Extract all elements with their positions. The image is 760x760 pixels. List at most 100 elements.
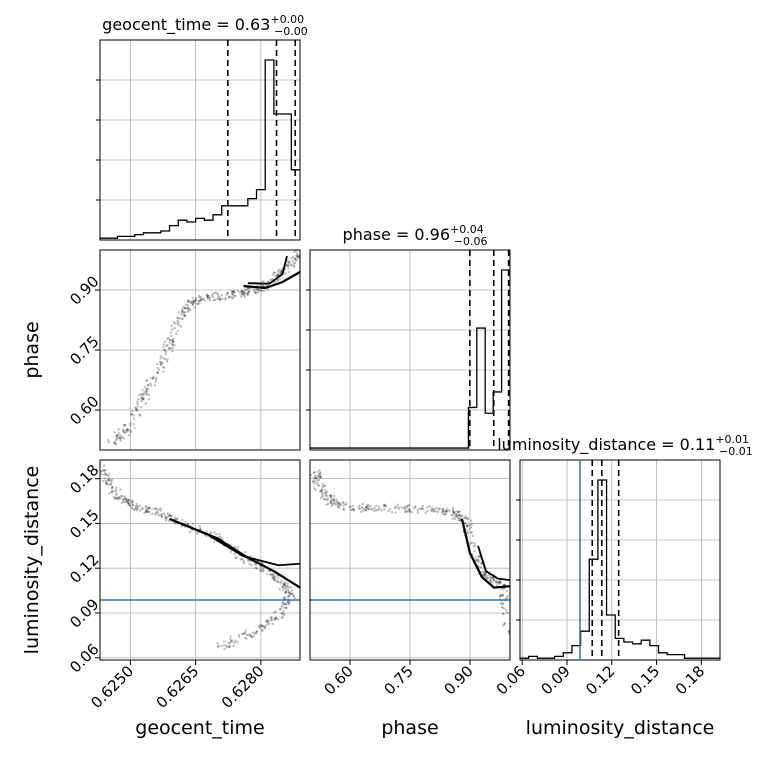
scatter-point — [182, 311, 185, 314]
scatter-point — [285, 606, 288, 609]
scatter-point — [133, 426, 136, 430]
scatter-point — [291, 259, 295, 263]
scatter-point — [396, 503, 400, 506]
scatter-point — [259, 288, 263, 291]
scatter-point — [444, 512, 448, 516]
x-tick-label: 0.09 — [537, 662, 573, 698]
scatter-point — [178, 324, 181, 327]
scatter-point — [145, 387, 148, 391]
scatter-point — [407, 507, 411, 511]
scatter-point — [183, 306, 186, 309]
scatter-point — [442, 509, 445, 512]
scatter-point — [216, 297, 219, 301]
scatter-point — [220, 294, 224, 297]
scatter-point — [173, 516, 177, 520]
scatter-point — [212, 292, 215, 295]
scatter-point — [138, 413, 141, 416]
scatter-point — [130, 413, 133, 416]
scatter-point — [259, 624, 262, 627]
scatter-point — [254, 566, 258, 569]
panel-2d-luminosity-distance-vs-phase — [310, 460, 514, 660]
y-axis-label: luminosity_distance — [21, 466, 43, 655]
scatter-point — [166, 343, 169, 347]
scatter-point — [335, 498, 338, 501]
scatter-point — [177, 311, 181, 314]
scatter-point — [164, 515, 168, 519]
scatter-point — [129, 422, 132, 425]
scatter-point — [394, 511, 397, 514]
scatter-point — [218, 535, 221, 539]
scatter-point — [167, 519, 171, 523]
scatter-point — [150, 512, 154, 516]
scatter-point — [503, 607, 506, 610]
scatter-point — [125, 501, 128, 504]
scatter-point — [380, 508, 383, 512]
scatter-point — [483, 573, 486, 576]
scatter-point — [491, 577, 495, 580]
y-axis-label: phase — [21, 321, 43, 378]
scatter-point — [236, 640, 239, 644]
scatter-point — [286, 588, 290, 592]
scatter-point — [406, 504, 410, 507]
scatter-point — [374, 509, 378, 512]
scatter-point — [295, 259, 298, 262]
scatter-point — [117, 436, 120, 439]
panel-hist-geocent-time: geocent_time = 0.63+0.00 −0.00 — [96, 13, 308, 241]
scatter-point — [105, 482, 108, 485]
scatter-point — [145, 510, 149, 513]
scatter-point — [288, 602, 291, 605]
scatter-point — [458, 514, 462, 517]
scatter-point — [512, 625, 514, 627]
scatter-point — [191, 304, 195, 307]
scatter-point — [457, 510, 461, 514]
scatter-point — [387, 509, 390, 513]
scatter-point — [435, 506, 438, 510]
scatter-point — [390, 511, 394, 514]
scatter-point — [224, 298, 227, 301]
scatter-point — [158, 360, 162, 364]
scatter-point — [175, 517, 178, 521]
scatter-point — [329, 501, 333, 504]
scatter-point — [103, 472, 107, 475]
scatter-point — [188, 531, 192, 534]
scatter-point — [118, 437, 121, 440]
scatter-point — [495, 579, 498, 583]
scatter-point — [120, 501, 124, 505]
scatter-point — [317, 474, 320, 477]
scatter-point — [115, 494, 118, 497]
scatter-point — [189, 308, 192, 312]
scatter-point — [162, 512, 165, 515]
x-tick-label: 0.12 — [582, 662, 618, 698]
scatter-point — [199, 527, 202, 531]
scatter-point — [206, 296, 209, 299]
scatter-point — [138, 504, 142, 507]
scatter-point — [123, 424, 127, 427]
scatter-point — [476, 555, 480, 558]
scatter-point — [101, 469, 104, 472]
scatter-point — [278, 278, 282, 281]
scatter-point — [229, 635, 232, 638]
title-name-value: geocent_time = 0.63 — [102, 15, 270, 35]
scatter-point — [127, 498, 130, 502]
scatter-point — [151, 377, 155, 380]
scatter-point — [276, 279, 280, 283]
scatter-point — [414, 505, 417, 509]
y-tick-label: 0.06 — [66, 640, 102, 676]
scatter-point — [417, 507, 421, 510]
scatter-point — [319, 475, 322, 478]
scatter-point — [276, 577, 280, 580]
scatter-point — [272, 574, 275, 577]
scatter-point — [164, 353, 168, 356]
scatter-point — [132, 507, 135, 510]
scatter-point — [248, 562, 251, 566]
scatter-point — [154, 507, 157, 511]
scatter-point — [203, 299, 206, 302]
scatter-point — [287, 595, 291, 598]
scatter-point — [480, 562, 483, 565]
scatter-point — [119, 488, 122, 491]
scatter-point — [234, 639, 237, 643]
scatter-point — [291, 265, 295, 268]
scatter-point — [142, 397, 145, 400]
scatter-point — [259, 568, 262, 571]
scatter-point — [119, 437, 122, 440]
